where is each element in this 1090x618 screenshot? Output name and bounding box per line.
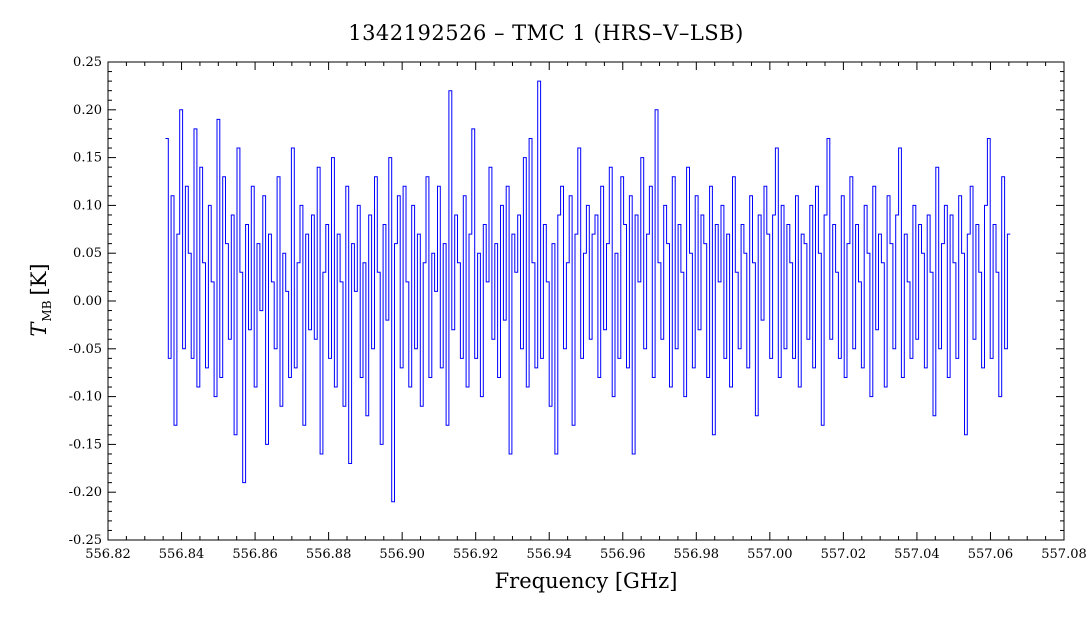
y-tick-label: -0.25 xyxy=(69,533,102,548)
chart-title: 1342192526 – TMC 1 (HRS–V–LSB) xyxy=(348,21,744,45)
x-tick-label: 556.94 xyxy=(526,547,572,562)
x-tick-label: 557.08 xyxy=(1041,547,1087,562)
y-tick-label: 0.00 xyxy=(73,294,102,309)
x-tick-label: 556.88 xyxy=(306,547,352,562)
x-axis-ticks: 556.82 556.84 556.86 556.88 556.90 556.92 556.… xyxy=(85,62,1087,562)
y-axis-title: TMB [K] xyxy=(27,263,54,336)
x-tick-label: 556.82 xyxy=(85,547,131,562)
y-tick-label: 0.05 xyxy=(73,246,102,261)
y-axis-symbol: T xyxy=(27,321,51,337)
x-tick-label: 557.06 xyxy=(968,547,1014,562)
y-axis-ticks: -0.25 -0.20 -0.15 -0.10 -0.05 0.00 0.05 0.10 0.1… xyxy=(69,55,1064,548)
x-tick-label: 556.84 xyxy=(159,547,205,562)
y-tick-label: 0.10 xyxy=(73,198,102,213)
series-group xyxy=(165,80,1011,503)
y-tick-label: -0.10 xyxy=(69,390,102,405)
y-tick-label: -0.20 xyxy=(69,485,102,500)
y-tick-label: -0.15 xyxy=(69,437,102,452)
y-axis-unit: [K] xyxy=(27,263,51,295)
spectrum-series-line xyxy=(165,80,1011,503)
plot-area: 556.82 556.84 556.86 556.88 556.90 556.92 556.… xyxy=(69,55,1087,562)
x-axis-title: Frequency [GHz] xyxy=(495,569,678,593)
x-tick-label: 557.02 xyxy=(821,547,867,562)
x-tick-label: 557.04 xyxy=(894,547,940,562)
x-tick-label: 556.92 xyxy=(453,547,499,562)
x-tick-label: 556.96 xyxy=(600,547,646,562)
x-tick-label: 556.90 xyxy=(379,547,425,562)
y-tick-label: 0.15 xyxy=(73,151,102,166)
y-axis-subscript: MB xyxy=(40,300,54,321)
y-tick-label: 0.20 xyxy=(73,103,102,118)
x-tick-label: 556.98 xyxy=(674,547,720,562)
x-tick-label: 556.86 xyxy=(232,547,278,562)
y-tick-label: -0.05 xyxy=(69,342,102,357)
y-tick-label: 0.25 xyxy=(73,55,102,70)
x-tick-label: 557.00 xyxy=(747,547,793,562)
